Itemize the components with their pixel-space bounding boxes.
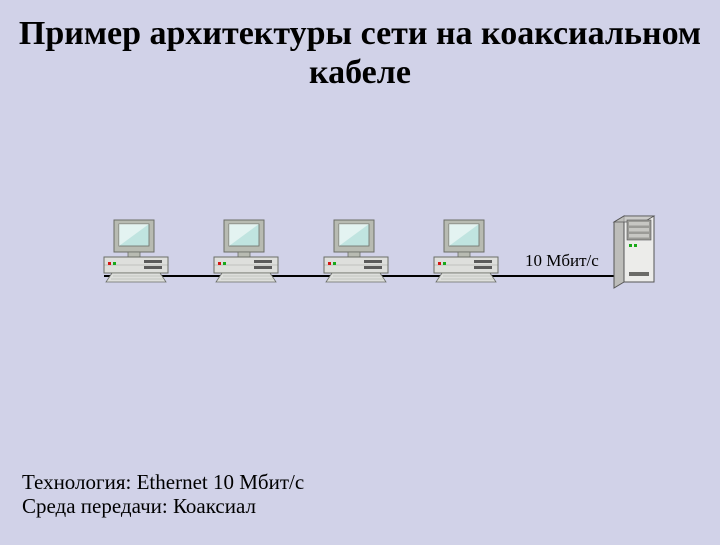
cable-speed-label: 10 Мбит/с — [525, 251, 599, 271]
workstation-icon — [434, 220, 498, 282]
diagram-svg — [0, 0, 720, 540]
workstation-icon — [104, 220, 168, 282]
server-icon — [614, 216, 654, 288]
slide-caption: Технология: Ethernet 10 Мбит/с Среда пер… — [22, 470, 304, 518]
network-diagram: 10 Мбит/с — [0, 0, 720, 540]
caption-line-1: Технология: Ethernet 10 Мбит/с — [22, 470, 304, 494]
workstation-icon — [324, 220, 388, 282]
workstation-icon — [214, 220, 278, 282]
caption-line-2: Среда передачи: Коаксиал — [22, 494, 304, 518]
